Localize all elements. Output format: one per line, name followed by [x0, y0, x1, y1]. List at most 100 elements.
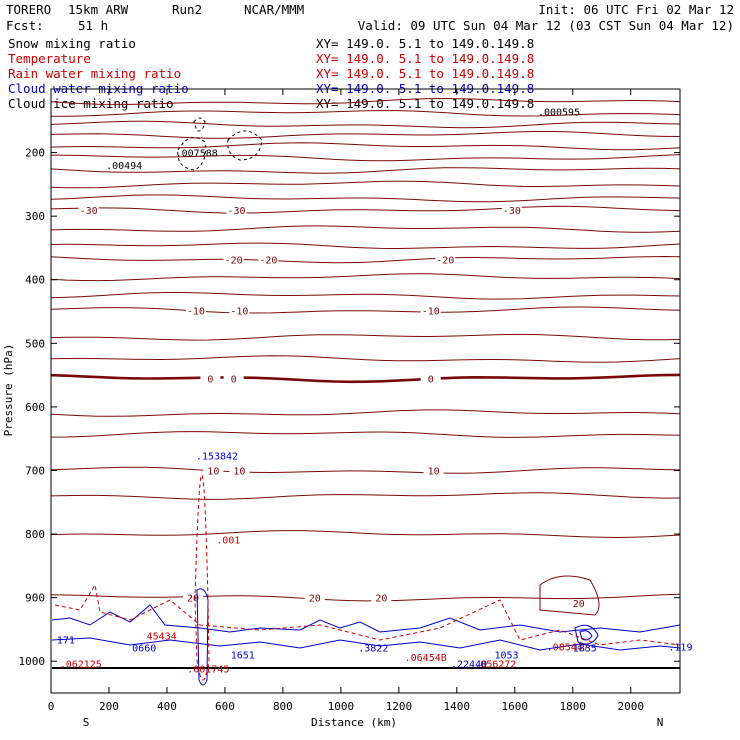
isotherm-line	[50, 466, 681, 474]
max-label: .001745	[187, 665, 229, 676]
x-tick-label: 1600	[502, 700, 529, 713]
isotherm-line	[50, 180, 681, 189]
max-label: .153842	[196, 452, 238, 463]
model-name: TORERO	[6, 2, 51, 17]
isotherm-label: 0	[428, 374, 434, 385]
isotherm-line	[50, 492, 681, 500]
isotherm-line	[50, 409, 681, 417]
isotherm-label: -20	[436, 255, 454, 266]
isotherm-label: -20	[259, 255, 277, 266]
x-axis: 0 200 400 600 800 1000 1200 1400 1600 1800 2000	[48, 89, 644, 713]
max-label: .062125	[60, 660, 102, 671]
isotherm-line	[50, 142, 681, 151]
isotherm-line	[50, 593, 681, 602]
legend-xy-rain: XY= 149.0. 5.1 to 149.0.149.8	[316, 66, 534, 81]
max-label: .06454B	[405, 653, 447, 664]
max-label: .3822	[358, 644, 388, 655]
isotherm-label: 20	[309, 594, 321, 605]
isotherm-label: 10	[233, 466, 245, 477]
max-label: .007588	[176, 148, 218, 159]
rain-column	[194, 474, 210, 681]
isotherm-label-bg	[200, 372, 221, 384]
max-label: 20	[573, 599, 585, 610]
max-label: 0660	[132, 644, 156, 655]
x-axis-label: Distance (km)	[311, 716, 397, 729]
max-label: .000595	[538, 108, 580, 119]
max-label: .085447	[547, 642, 589, 653]
ice-contour-3	[193, 117, 206, 132]
snow-surface-contour	[539, 575, 600, 616]
legend: Snow mixing ratio XY= 149.0. 5.1 to 149.…	[8, 36, 534, 111]
x-tick-label: 1200	[386, 700, 413, 713]
y-tick-label: 400	[25, 274, 45, 287]
isotherm-line	[50, 306, 681, 314]
isotherm-line	[50, 225, 681, 233]
isotherm-line	[50, 431, 681, 438]
isotherm-label-bg	[420, 304, 441, 316]
rain-surface-band	[54, 583, 681, 646]
y-tick-label: 800	[25, 528, 45, 541]
legend-name-rain: Rain water mixing ratio	[8, 66, 181, 81]
isotherm-line	[50, 242, 681, 250]
isotherm-line	[50, 530, 681, 539]
y-tick-label: 300	[25, 210, 45, 223]
isotherm-label-bg	[229, 464, 250, 476]
x-tick-label: 0	[48, 700, 55, 713]
isotherm-line	[50, 120, 681, 129]
isotherm-label: 0	[231, 374, 237, 385]
isotherm-label: 10	[428, 466, 440, 477]
isotherm-label-bg	[226, 203, 247, 215]
isotherm-line	[50, 273, 681, 282]
isotherm-label: 0	[207, 374, 213, 385]
x-tick-label: 2000	[617, 700, 644, 713]
x-tick-label: 200	[99, 700, 119, 713]
init-time: Init: 06 UTC Fri 02 Mar 12	[538, 2, 734, 17]
x-tick-label: 1800	[560, 700, 587, 713]
isotherm-label-bg	[223, 253, 244, 265]
isotherm-label: -10	[187, 306, 205, 317]
isotherm-label-bg	[203, 464, 224, 476]
max-label: 171	[57, 635, 75, 646]
isotherm-line	[50, 373, 681, 384]
run-name: Run2	[172, 2, 202, 17]
organization: NCAR/MMM	[244, 2, 304, 17]
cloud-water-column	[196, 588, 209, 686]
y-tick-label: 1000	[19, 655, 46, 668]
forecast-label: Fcst:	[6, 18, 44, 33]
x-tick-label: 1400	[444, 700, 471, 713]
isotherm-label-bg	[258, 253, 279, 265]
isotherm-line	[50, 154, 681, 162]
isotherm-label-bg	[229, 304, 250, 316]
isotherm-label: -30	[80, 206, 98, 217]
isotherm-label: -20	[225, 255, 243, 266]
isotherm-label-bg	[78, 203, 99, 215]
cloud-water-contour-upper	[51, 604, 681, 633]
isotherm-label-bg	[304, 591, 325, 603]
max-label: .00494	[106, 161, 142, 172]
ice-contour-1	[227, 130, 263, 161]
cloud-water-cell	[574, 624, 599, 645]
isotherm-label-bg	[501, 203, 522, 215]
max-label: .001	[216, 536, 240, 547]
y-tick-label: 900	[25, 592, 45, 605]
x-right-end-label: N	[657, 716, 664, 729]
cloud-water-cell-2	[579, 630, 593, 641]
cloud-water-contours	[51, 588, 681, 686]
x-tick-label: 600	[215, 700, 235, 713]
legend-name-snow: Snow mixing ratio	[8, 36, 136, 51]
max-label: 1053	[494, 651, 518, 662]
isotherm-label: -10	[230, 306, 248, 317]
forecast-hours: 51 h	[78, 18, 108, 33]
isotherm-label: -30	[227, 206, 245, 217]
header: TORERO 15km ARW Run2 NCAR/MMM Init: 06 U…	[6, 2, 734, 33]
resolution: 15km ARW	[68, 2, 129, 17]
legend-xy-temperature: XY= 149.0. 5.1 to 149.0.149.8	[316, 51, 534, 66]
cloud-water-contour-lower	[51, 637, 681, 651]
max-label-layer: .000595 .007588 .00494 .153842 .001 171 066045…	[57, 108, 693, 676]
plot-frame	[50, 88, 681, 694]
max-label: 45434	[147, 632, 177, 643]
isotherm-label-bg	[183, 591, 204, 603]
isotherm-label-bg	[435, 253, 456, 265]
isotherm-line	[50, 167, 681, 174]
